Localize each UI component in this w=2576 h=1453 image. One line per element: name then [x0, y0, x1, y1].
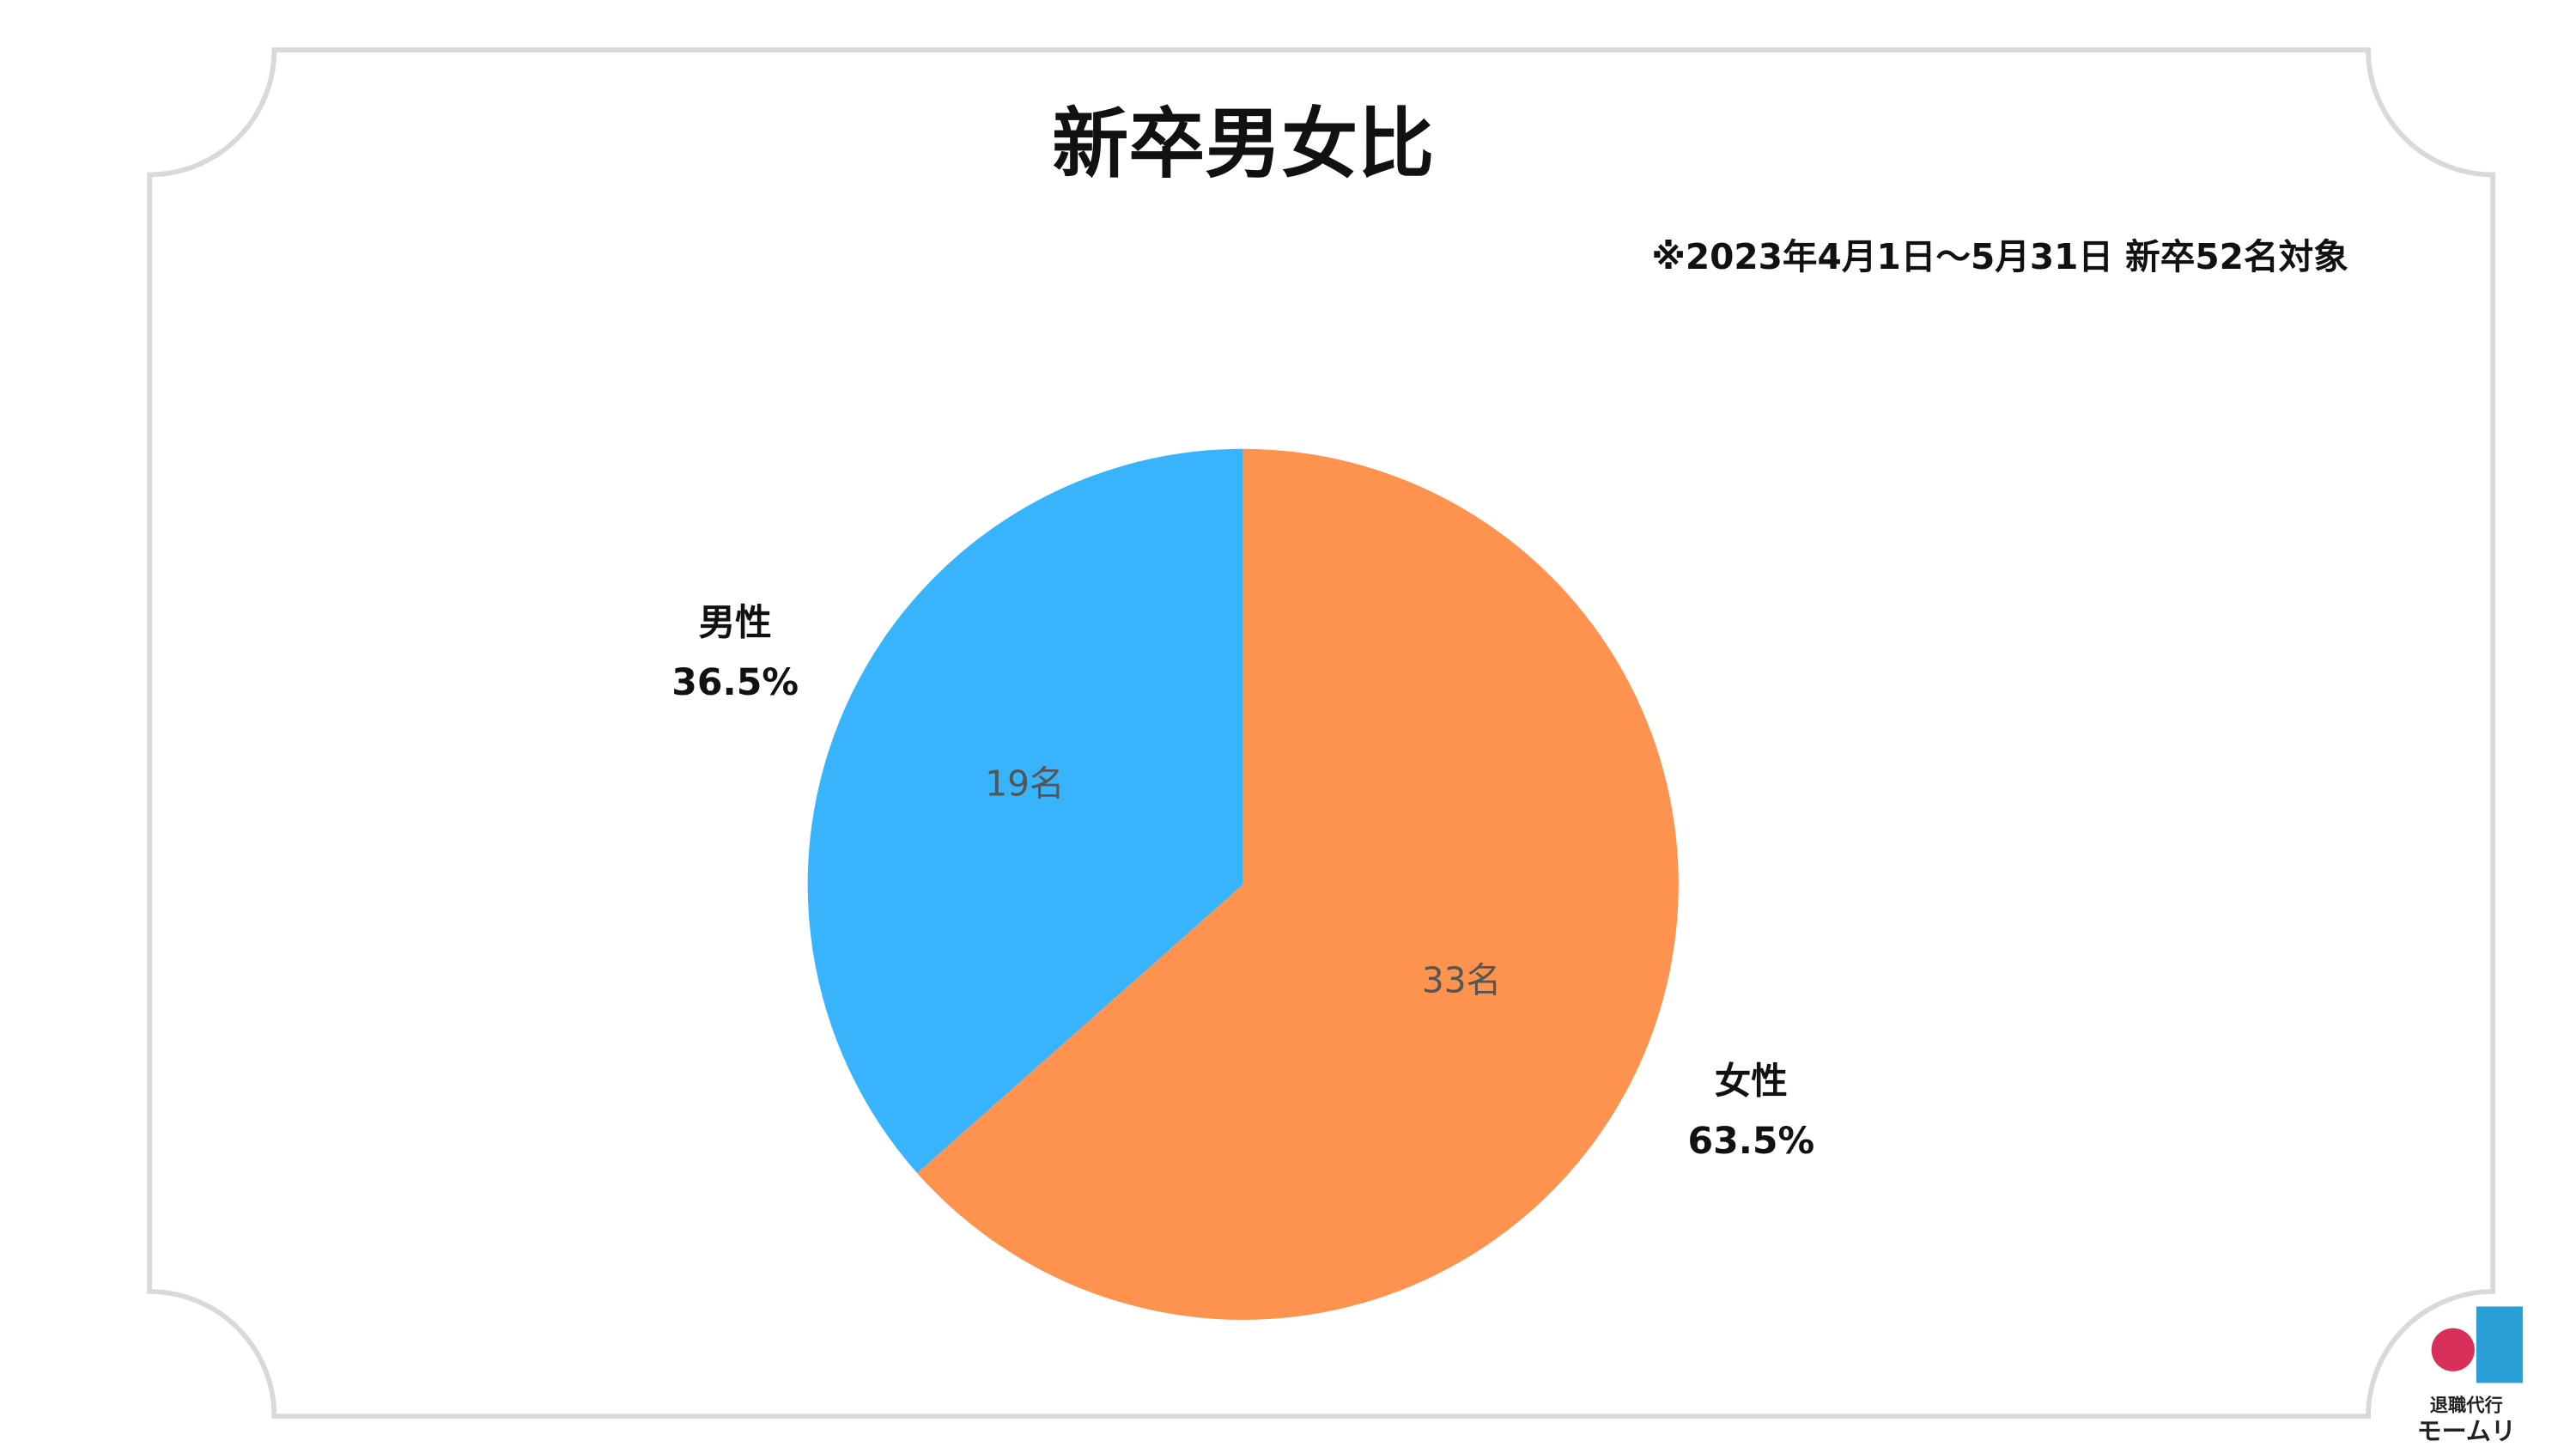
category-label: 男性: [699, 601, 772, 644]
percentage-label: 36.5%: [671, 661, 799, 704]
logo: 退職代行 モームリ: [2417, 1306, 2524, 1446]
category-label: 女性: [1715, 1061, 1788, 1103]
pie-slice: [807, 448, 1243, 1174]
chart-subtitle: ※2023年4月1日〜5月31日 新卒52名対象: [1651, 236, 2348, 277]
value-label: 33名: [1422, 959, 1501, 1000]
logo-mascot: [2431, 1328, 2475, 1371]
pie-slice: [917, 448, 1679, 1320]
logo-building: [2476, 1306, 2524, 1383]
frame: [147, 47, 2496, 1420]
value-label: 19名: [985, 763, 1064, 804]
logo-text: 退職代行: [2430, 1395, 2503, 1417]
chart-title: 新卒男女比: [1052, 100, 1434, 189]
logo-text: モームリ: [2417, 1417, 2516, 1446]
percentage-label: 63.5%: [1687, 1120, 1814, 1163]
